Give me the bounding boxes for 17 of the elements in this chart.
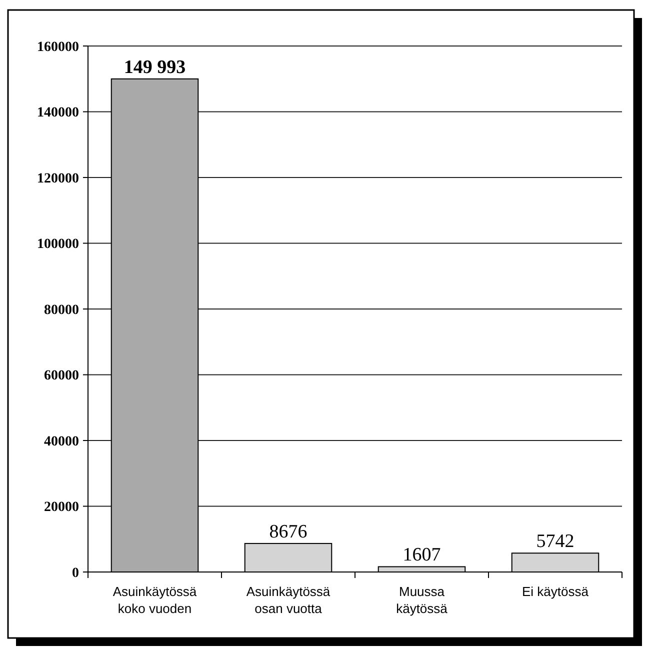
x-tick-label: Asuinkäytössä osan vuotta (246, 584, 331, 616)
y-tick-label: 60000 (44, 368, 79, 384)
y-tick-label: 40000 (44, 434, 79, 450)
y-tick-label: 100000 (37, 237, 79, 252)
data-label: 8676 (269, 521, 308, 542)
y-tick-label: 80000 (44, 302, 79, 318)
x-tick-label: Muussa käytössä (396, 584, 448, 616)
y-tick-label: 0 (72, 566, 79, 581)
x-tick-label: Asuinkäytössä koko vuoden (112, 584, 198, 616)
y-tick-label: 120000 (37, 171, 79, 186)
y-tick-label: 20000 (44, 500, 79, 516)
data-label: 5742 (536, 531, 574, 552)
y-tick-label: 140000 (37, 106, 79, 121)
y-tick-label: 160000 (37, 40, 79, 55)
data-label: 149 993 (124, 56, 186, 78)
data-label: 1607 (402, 544, 441, 566)
x-tick-label: Ei käytössä (522, 584, 590, 599)
